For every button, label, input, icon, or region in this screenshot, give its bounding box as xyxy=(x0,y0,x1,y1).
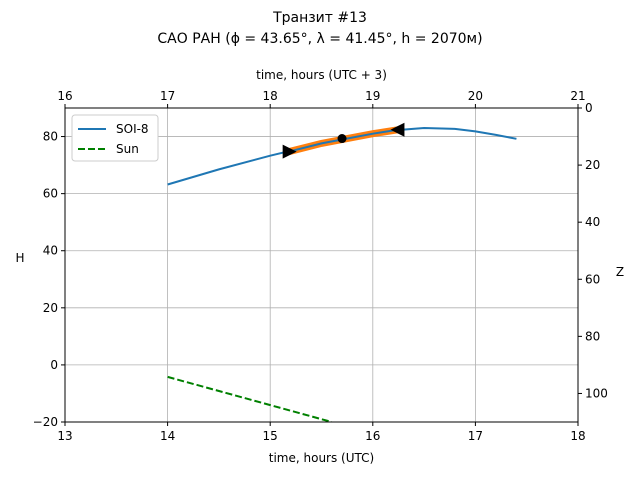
y-tick-label: 0 xyxy=(50,358,58,372)
x2-tick-label: 20 xyxy=(468,89,483,103)
y-tick-label: 20 xyxy=(43,301,58,315)
y2-tick-label: 20 xyxy=(585,158,600,172)
x-tick-label: 15 xyxy=(263,429,278,443)
y2-tick-label: 80 xyxy=(585,329,600,343)
axes-frame xyxy=(64,107,579,423)
transit-end-marker xyxy=(390,122,405,137)
x2-tick-label: 19 xyxy=(365,89,380,103)
y-tick-label: 60 xyxy=(43,187,58,201)
y2-axis-label: Z xyxy=(616,265,624,279)
legend-label-sun: Sun xyxy=(116,142,139,156)
x2-tick-label: 16 xyxy=(57,89,72,103)
x-tick-label: 13 xyxy=(57,429,72,443)
chart-title: Транзит #13 xyxy=(272,10,367,26)
y2-tick-label: 100 xyxy=(585,386,608,400)
x2-tick-label: 21 xyxy=(570,89,585,103)
y2-tick-label: 40 xyxy=(585,215,600,229)
y-tick-label: 80 xyxy=(43,130,58,144)
y-tick-label: −20 xyxy=(33,415,58,429)
x2-tick-label: 17 xyxy=(160,89,175,103)
x-tick-label: 14 xyxy=(160,429,175,443)
series-line-sun xyxy=(167,375,333,422)
x-axis-label: time, hours (UTC) xyxy=(269,451,374,465)
y2-tick-label: 60 xyxy=(585,272,600,286)
legend-label-soi-8: SOI-8 xyxy=(116,122,149,136)
transit-middle-marker xyxy=(337,134,347,144)
x-tick-label: 18 xyxy=(570,429,585,443)
transit-start-marker xyxy=(282,144,297,159)
transit-track xyxy=(288,128,399,153)
x2-axis-label: time, hours (UTC + 3) xyxy=(256,68,387,82)
chart-subtitle: САО РАН (ϕ = 43.65°, λ = 41.45°, h = 207… xyxy=(157,31,482,47)
y-tick-label: 40 xyxy=(43,244,58,258)
x-tick-label: 16 xyxy=(365,429,380,443)
x-tick-label: 17 xyxy=(468,429,483,443)
y2-tick-label: 0 xyxy=(585,101,593,115)
y-axis-label: H xyxy=(15,251,24,265)
x2-tick-label: 18 xyxy=(263,89,278,103)
